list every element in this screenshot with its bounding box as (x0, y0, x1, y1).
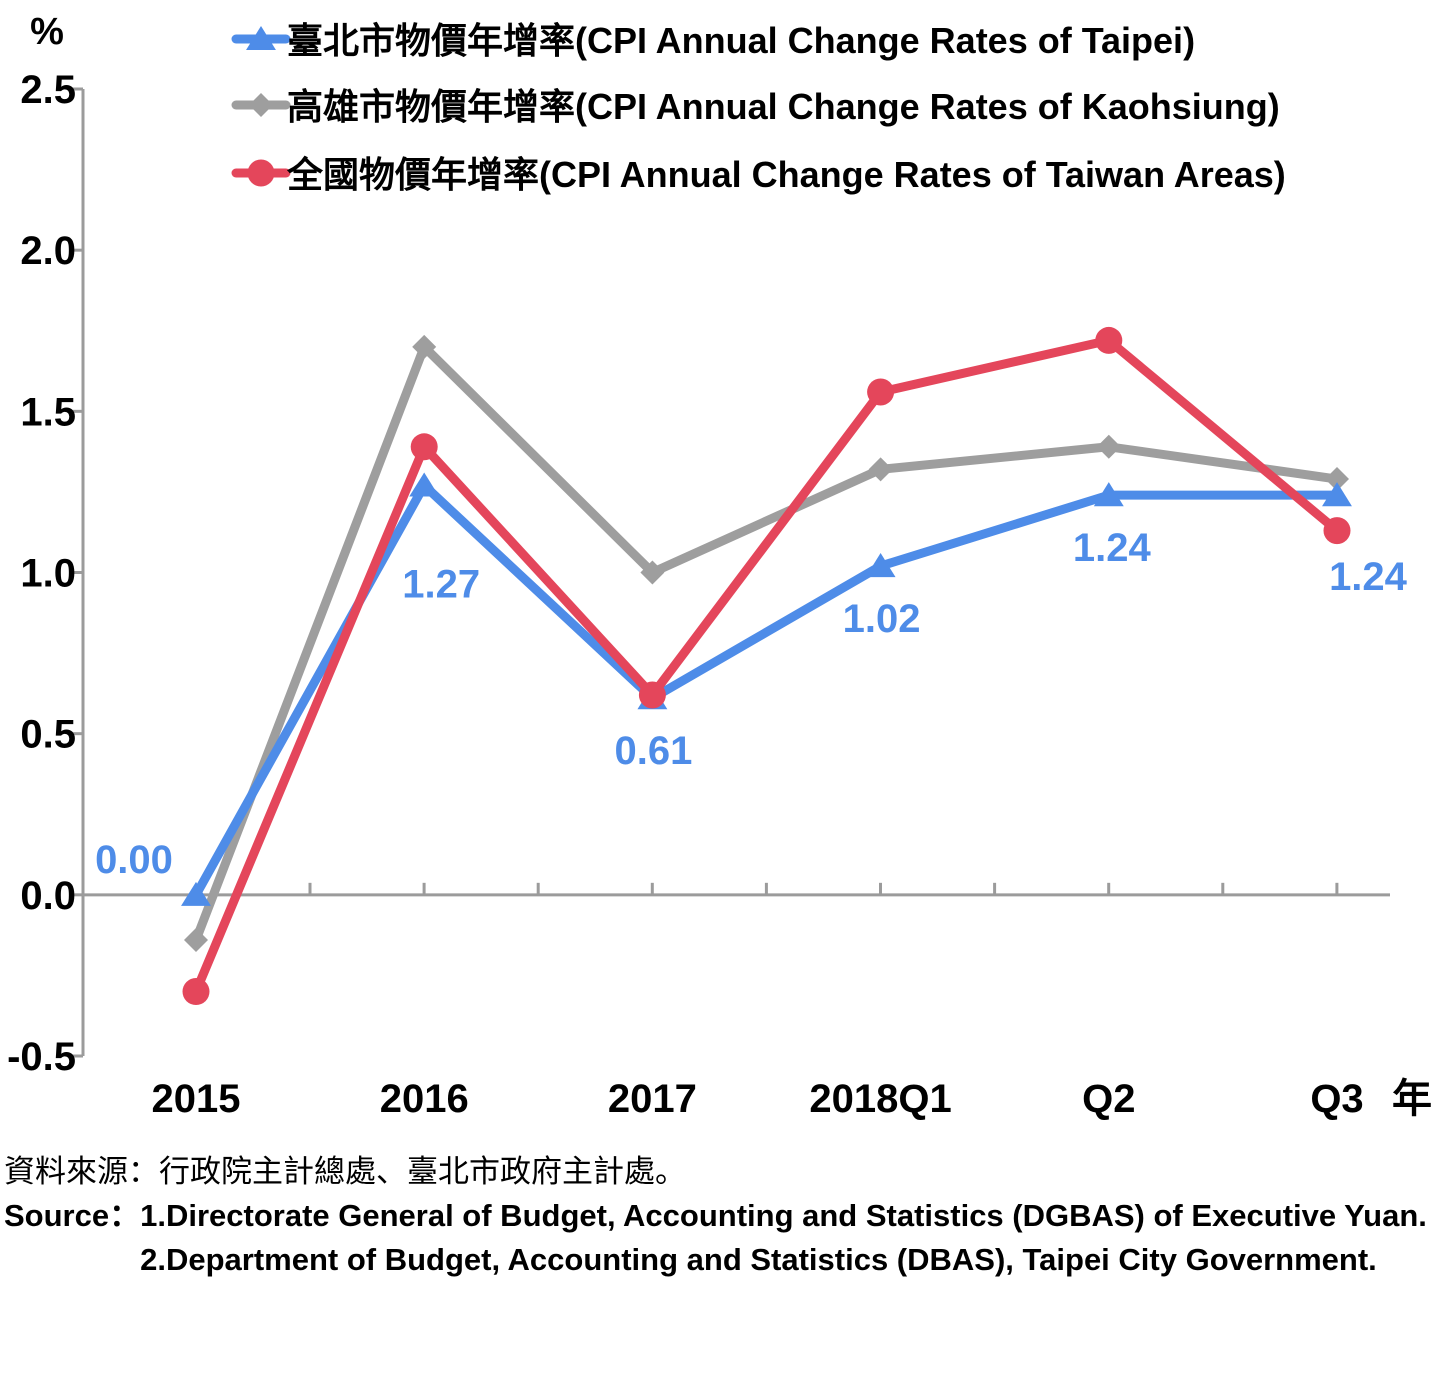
y-tick-label-0-5: -0.5 (7, 1035, 76, 1079)
series-point-triangle-q2 (1093, 482, 1124, 507)
series-point-circle-2018q1 (867, 378, 895, 406)
y-tick-label-2-5: 2.5 (20, 68, 76, 112)
x-tick-label-q2: Q2 (1082, 1077, 1135, 1121)
data-label-2016: 1.27 (402, 562, 480, 606)
series-line-circle (191, 335, 1342, 997)
y-tick-label-0-5: 0.5 (20, 713, 76, 757)
series-diamond-group (184, 334, 1349, 952)
source-chinese: 資料來源：行政院主計總處、臺北市政府主計處。 (4, 1154, 686, 1189)
series-point-diamond-q3 (1325, 467, 1349, 492)
chart-axes: 2.5 2.0 1.5 1.0 0.5 0.0 -0.5% 2015 2016 2017 2018Q… (7, 11, 1432, 1121)
y-axis-unit-label: % (30, 11, 64, 53)
y-tick-label-1-0: 1.0 (20, 552, 76, 596)
source-item-1: 1.Directorate General of Budget, Account… (140, 1198, 1427, 1233)
series-line-diamond (191, 342, 1342, 945)
source-note: 資料來源：行政院主計總處、臺北市政府主計處。 Source： 1.Directo… (4, 1150, 1439, 1282)
series-point-triangle-2016 (409, 472, 440, 497)
data-label-2017: 0.61 (614, 729, 692, 773)
y-tick-label-0-0: 0.0 (20, 874, 76, 918)
series-point-triangle-q3 (1322, 482, 1352, 507)
data-labels-layer: 0.00 1.27 0.61 1.02 1.24 1.24 (95, 526, 1408, 882)
series-point-triangle-2018q1 (865, 553, 896, 578)
legend-marker-triangle (246, 26, 276, 51)
y-tick-label-2-0: 2.0 (20, 229, 76, 273)
x-tick-label-2018q1: 2018Q1 (809, 1077, 951, 1121)
series-point-circle-q3 (1323, 517, 1351, 545)
y-tick-label-1-5: 1.5 (20, 390, 76, 434)
source-item-2: 2.Department of Budget, Accounting and S… (140, 1242, 1377, 1277)
legend-label-diamond: 高雄市物價年增率(CPI Annual Change Rates of Kaoh… (287, 86, 1280, 127)
source-label: Source： (4, 1198, 141, 1233)
series-layer (181, 326, 1352, 1006)
series-point-circle-q2 (1095, 326, 1123, 354)
series-point-circle-2015 (182, 978, 210, 1006)
series-line-triangle (191, 480, 1342, 900)
data-label-2018q1: 1.02 (843, 597, 921, 641)
source-english: Source： 1.Directorate General of Budget,… (4, 1194, 1439, 1282)
data-label-q3: 1.24 (1329, 555, 1408, 599)
x-axis-unit-label: 年 (1392, 1077, 1432, 1121)
x-tick-label-2017: 2017 (608, 1077, 697, 1121)
x-tick-label-2015: 2015 (152, 1077, 241, 1121)
series-point-triangle-2015 (181, 881, 211, 906)
series-point-diamond-2016 (412, 334, 437, 359)
series-point-circle-2016 (410, 433, 438, 461)
x-tick-label-q3: Q3 (1310, 1077, 1363, 1121)
legend-entry-diamond: 高雄市物價年增率(CPI Annual Change Rates of Kaoh… (231, 86, 1280, 127)
legend-label-circle: 全國物價年增率(CPI Annual Change Rates of Taiwa… (286, 154, 1286, 195)
series-point-circle-2017 (638, 681, 666, 709)
series-point-diamond-2015 (184, 927, 208, 952)
legend-marker-circle (247, 159, 275, 187)
series-circle-group (182, 326, 1351, 1006)
legend-entry-circle: 全國物價年增率(CPI Annual Change Rates of Taiwa… (231, 154, 1286, 195)
data-label-2015: 0.00 (95, 838, 173, 882)
cpi-line-chart: 2.5 2.0 1.5 1.0 0.5 0.0 -0.5% 2015 2016 2017 2018Q… (7, 11, 1432, 1121)
legend-label-triangle: 臺北市物價年增率(CPI Annual Change Rates of Taip… (287, 20, 1195, 61)
x-tick-label-2016: 2016 (380, 1077, 469, 1121)
series-point-diamond-2018q1 (868, 457, 893, 482)
series-point-diamond-2017 (640, 560, 665, 585)
legend-entry-triangle: 臺北市物價年增率(CPI Annual Change Rates of Taip… (231, 20, 1195, 61)
legend-marker-diamond (249, 93, 273, 117)
legend: 臺北市物價年增率(CPI Annual Change Rates of Taip… (231, 20, 1286, 195)
data-label-q2: 1.24 (1073, 526, 1152, 570)
series-point-diamond-q2 (1096, 434, 1121, 459)
